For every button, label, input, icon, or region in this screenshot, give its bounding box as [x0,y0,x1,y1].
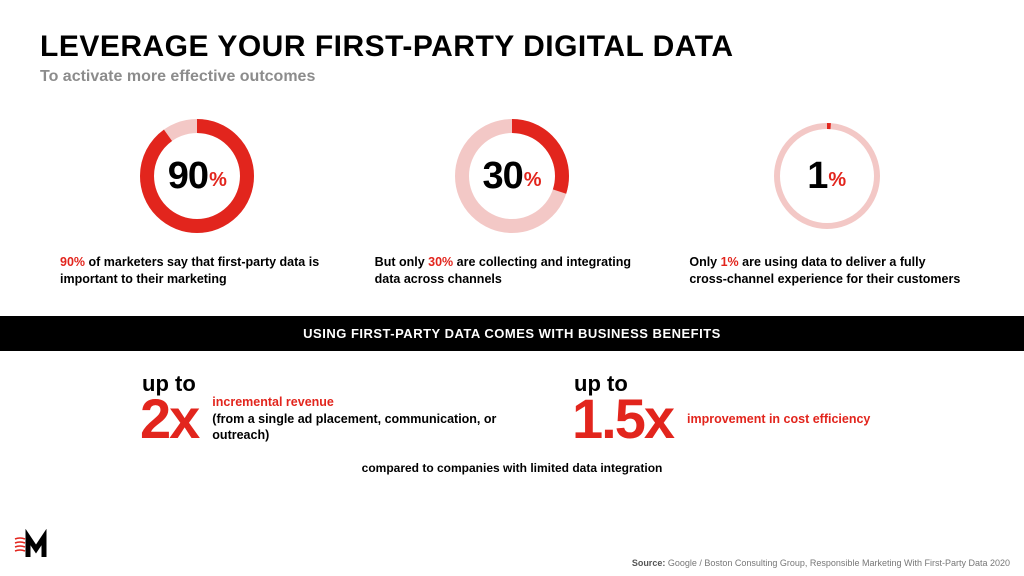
donut-number: 30 [482,155,522,198]
donut-center-label: 1 % [767,116,887,236]
donut-chart: 1 % [767,116,887,236]
benefit-description: improvement in cost efficiency [687,411,870,427]
donut-number: 90 [168,155,208,198]
donut-block-90: 90 % 90% of marketers say that first-par… [60,116,335,288]
donut-block-1: 1 % Only 1% are using data to deliver a … [689,116,964,288]
benefits-row: up to 2x incremental revenue (from a sin… [0,351,1024,447]
percent-icon: % [524,169,542,192]
benefit-description: incremental revenue (from a single ad pl… [212,394,512,443]
benefit-revenue: up to 2x incremental revenue (from a sin… [140,371,512,447]
benefit-efficiency: up to 1.5x improvement in cost efficienc… [572,371,944,447]
donut-center-label: 90 % [137,116,257,236]
donut-charts-row: 90 % 90% of marketers say that first-par… [0,86,1024,288]
brand-logo [14,529,62,566]
benefit-multiplier: 2x [140,391,198,447]
donut-caption: Only 1% are using data to deliver a full… [689,254,964,288]
section-bar: USING FIRST-PARTY DATA COMES WITH BUSINE… [0,316,1024,351]
donut-center-label: 30 % [452,116,572,236]
donut-block-30: 30 % But only 30% are collecting and int… [375,116,650,288]
donut-chart: 90 % [137,116,257,236]
benefit-multiplier: 1.5x [572,391,673,447]
source-citation: Source: Google / Boston Consulting Group… [632,558,1010,568]
percent-icon: % [828,169,846,192]
donut-caption: 90% of marketers say that first-party da… [60,254,335,288]
page-subtitle: To activate more effective outcomes [40,68,984,86]
donut-chart: 30 % [452,116,572,236]
comparison-footnote: compared to companies with limited data … [0,461,1024,475]
header: LEVERAGE YOUR FIRST-PARTY DIGITAL DATA T… [0,0,1024,86]
donut-caption: But only 30% are collecting and integrat… [375,254,650,288]
page-title: LEVERAGE YOUR FIRST-PARTY DIGITAL DATA [40,30,984,64]
donut-number: 1 [807,155,827,198]
percent-icon: % [209,169,227,192]
